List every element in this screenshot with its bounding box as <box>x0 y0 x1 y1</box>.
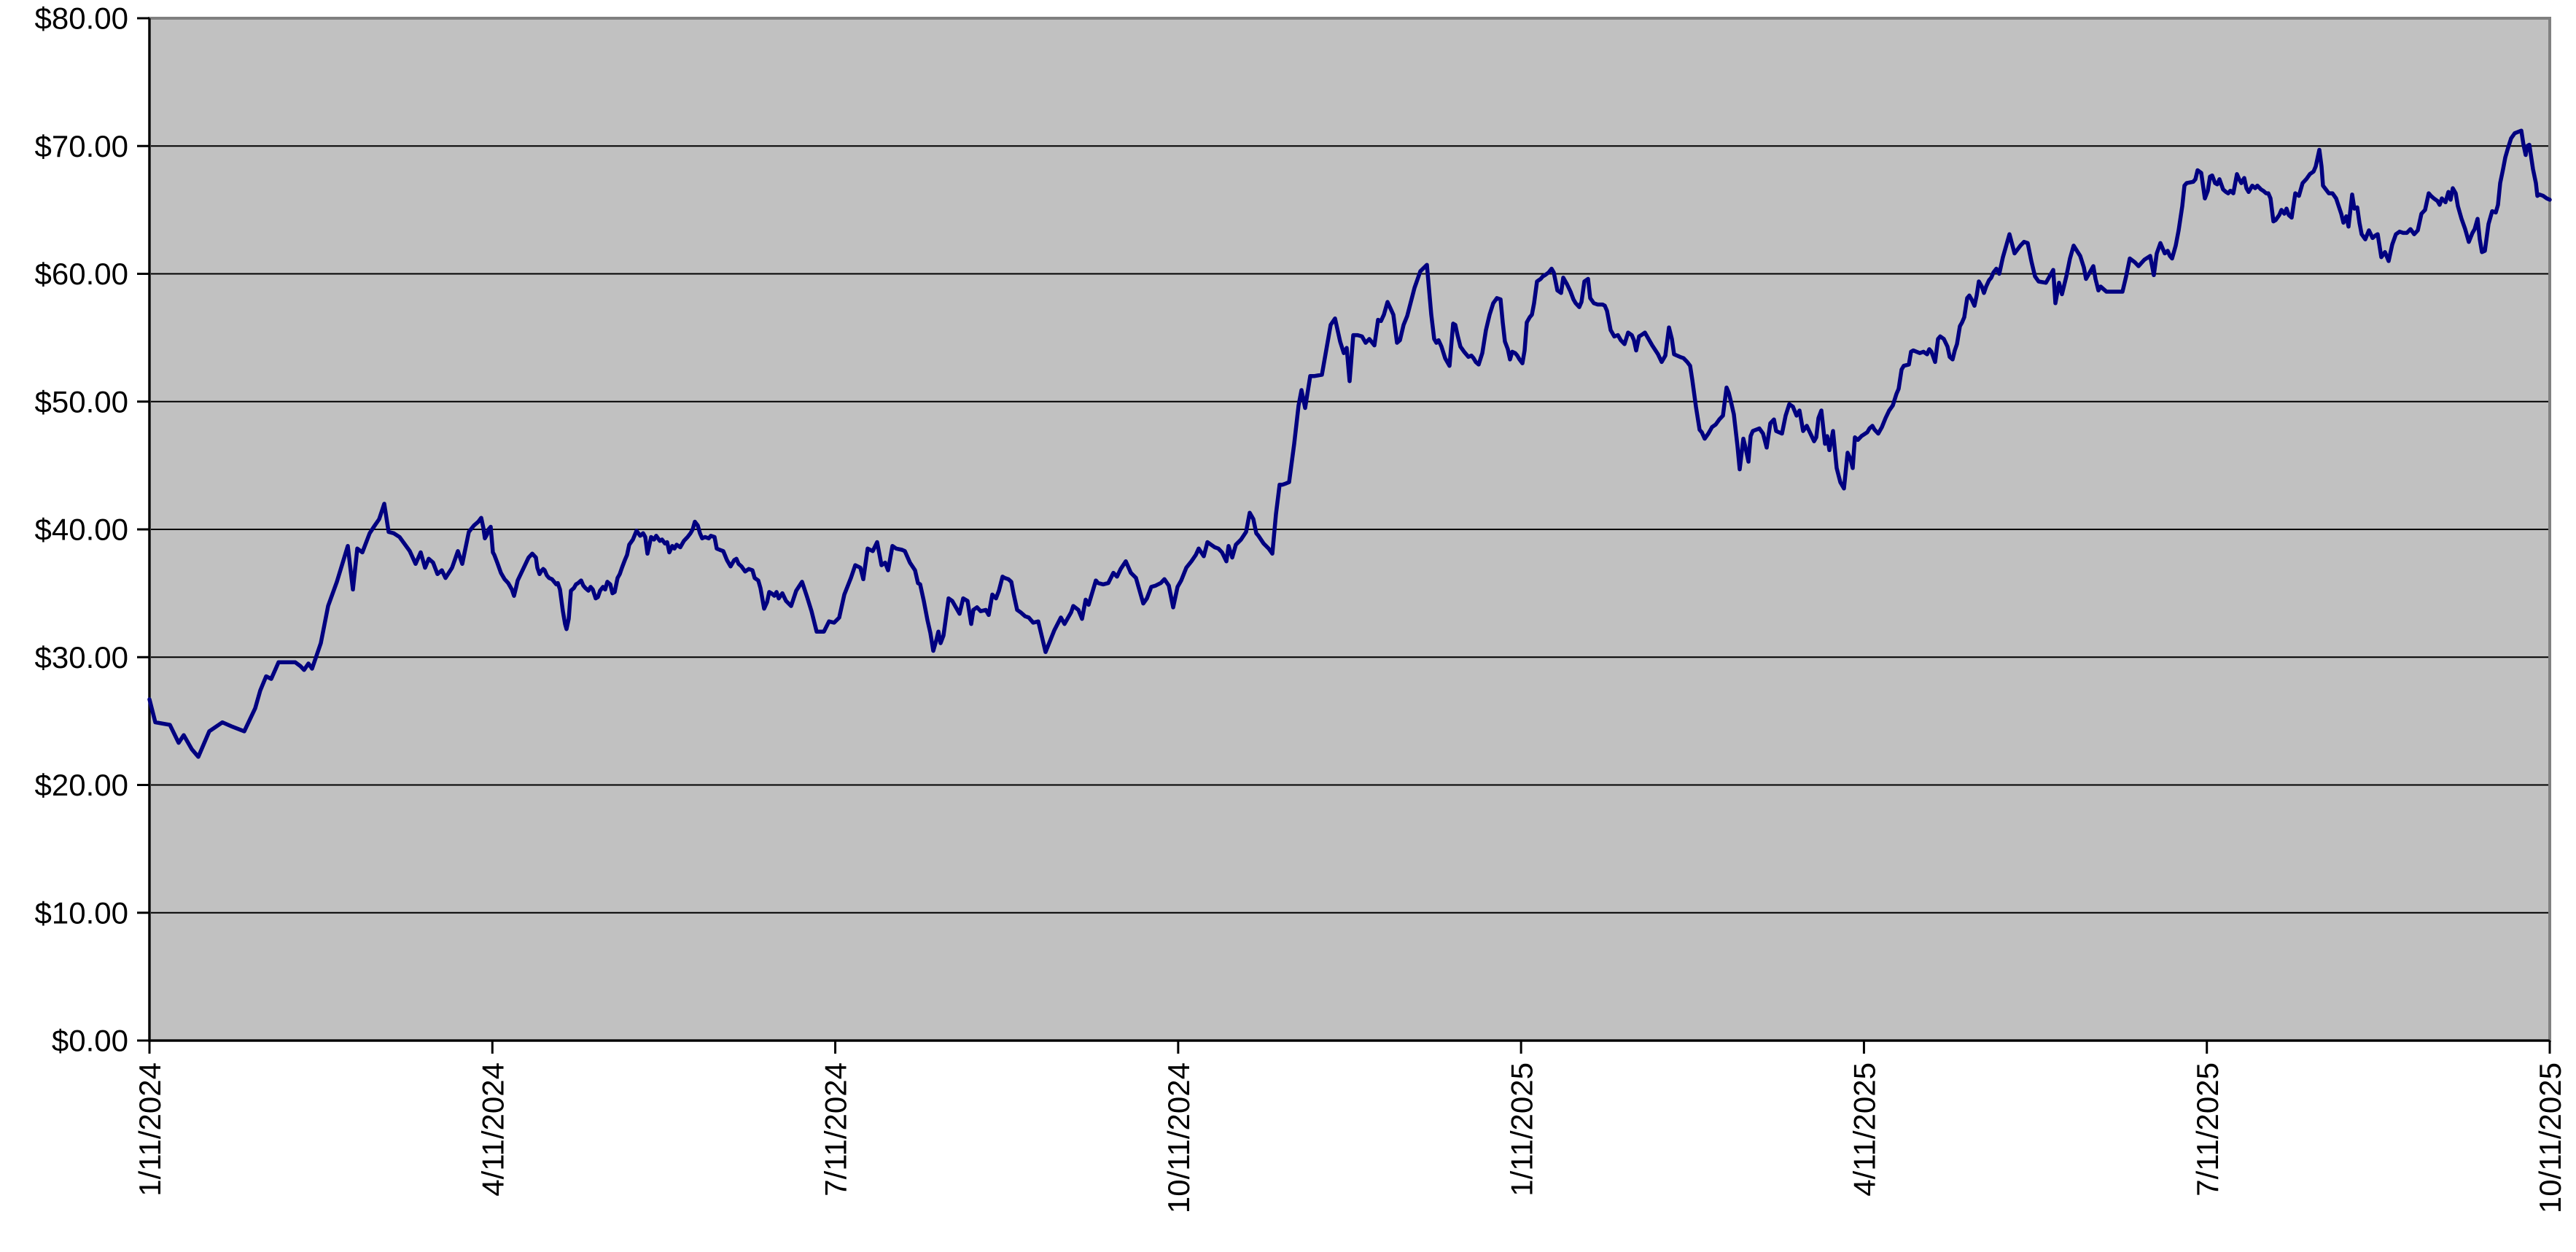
x-tick-label: 10/11/2024 <box>1161 1062 1196 1213</box>
y-tick-label: $40.00 <box>35 513 128 547</box>
price-line-series <box>147 128 2552 759</box>
x-tick-label: 1/11/2025 <box>1504 1062 1538 1197</box>
y-tick-label: $20.00 <box>35 768 128 802</box>
x-tick-label: 7/11/2024 <box>819 1062 853 1197</box>
x-tick-label: 1/11/2024 <box>133 1062 167 1197</box>
y-tick-label: $30.00 <box>35 640 128 674</box>
y-tick-label: $0.00 <box>52 1024 128 1058</box>
y-tick-label: $70.00 <box>35 129 128 163</box>
x-tick-label: 4/11/2025 <box>1848 1062 1882 1197</box>
y-tick-label: $50.00 <box>35 384 128 419</box>
y-axis-labels: $0.00 $10.00 $20.00 $30.00 $40.00 $50.00 $60.0… <box>35 1 128 1058</box>
y-axis-ticks <box>137 17 149 1042</box>
x-axis-ticks <box>148 1041 2551 1054</box>
x-tick-label: 4/11/2024 <box>475 1062 510 1197</box>
x-axis-labels: 1/11/2024 4/11/2024 7/11/2024 10/11/2024 1/1… <box>133 1062 2567 1213</box>
x-tick-label: 10/11/2025 <box>2533 1062 2567 1213</box>
y-gridlines <box>149 145 2550 914</box>
y-tick-label: $10.00 <box>35 895 128 930</box>
x-tick-label: 7/11/2025 <box>2190 1062 2225 1197</box>
y-tick-label: $60.00 <box>35 257 128 291</box>
y-tick-label: $80.00 <box>35 1 128 36</box>
